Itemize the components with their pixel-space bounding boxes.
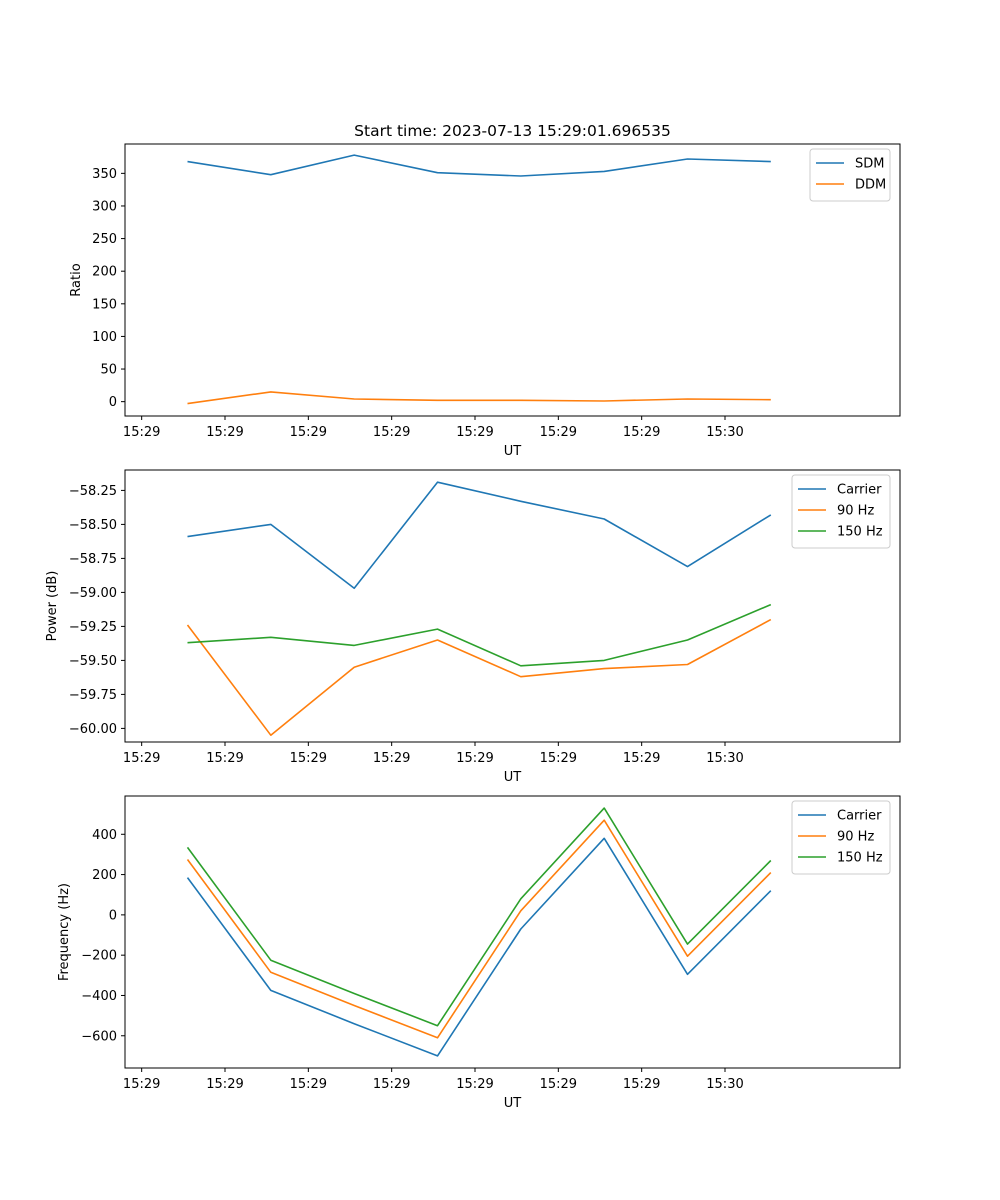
x-tick-label: 15:29 (290, 1077, 327, 1092)
y-tick-label: −59.50 (69, 654, 117, 669)
ratio-axes-frame (124, 143, 901, 417)
x-tick-label: 15:29 (206, 751, 243, 766)
y-tick-label: −200 (81, 949, 117, 964)
y-tick-label: −60.00 (69, 722, 117, 737)
series-line-carrier (186, 837, 772, 1057)
series-line-90-hz (186, 618, 772, 737)
y-tick-label: 400 (92, 828, 117, 843)
panel-power: 15:29 15:29 15:29 15:29 15:29 15:29 15:29 15:30… (45, 469, 901, 785)
legend-label: DDM (855, 178, 886, 193)
ratio-legend: SDM DDM (809, 148, 891, 202)
series-line-150-hz (186, 807, 772, 1027)
series-line-ddm (187, 391, 771, 405)
frequency-y-axis-label: Frequency (Hz) (57, 883, 72, 981)
legend-frame (809, 148, 891, 202)
y-tick-label: −59.00 (69, 586, 117, 601)
x-tick-label: 15:29 (540, 751, 577, 766)
x-tick-label: 15:29 (623, 1077, 660, 1092)
series-line-150-hz (187, 603, 772, 667)
legend-label: 90 Hz (837, 830, 874, 845)
power-axes-frame (124, 469, 901, 743)
x-tick-label: 15:29 (373, 425, 410, 440)
y-tick-label: 50 (100, 363, 117, 378)
legend-label: Carrier (837, 809, 882, 824)
x-tick-label: 15:29 (456, 1077, 493, 1092)
x-tick-label: 15:30 (706, 425, 743, 440)
x-tick-label: 15:29 (373, 751, 410, 766)
y-tick-label: 250 (92, 232, 117, 247)
legend-label: 90 Hz (837, 504, 874, 519)
series-line-90-hz (186, 819, 772, 1039)
y-tick-label: −59.25 (69, 620, 117, 635)
y-tick-label: −400 (81, 989, 117, 1004)
y-tick-label: −58.50 (69, 518, 117, 533)
x-tick-label: 15:29 (206, 1077, 243, 1092)
power-y-axis-label: Power (dB) (45, 571, 60, 642)
x-tick-label: 15:29 (123, 425, 160, 440)
ratio-y-axis-label: Ratio (69, 263, 84, 296)
series-line-sdm (187, 154, 771, 177)
x-tick-label: 15:29 (123, 751, 160, 766)
x-tick-label: 15:29 (623, 425, 660, 440)
legend-label: SDM (855, 157, 884, 172)
x-tick-label: 15:29 (290, 425, 327, 440)
ratio-x-axis-label: UT (504, 444, 522, 459)
frequency-legend: Carrier 90 Hz 150 Hz (791, 800, 891, 875)
x-tick-label: 15:29 (456, 425, 493, 440)
frequency-x-axis-label: UT (504, 1096, 522, 1111)
series-line-carrier (187, 481, 772, 590)
x-tick-label: 15:30 (706, 1077, 743, 1092)
legend-label: 150 Hz (837, 851, 883, 866)
power-x-axis-label: UT (504, 770, 522, 785)
y-tick-label: 100 (92, 330, 117, 345)
y-tick-label: −58.75 (69, 552, 117, 567)
legend-label: Carrier (837, 483, 882, 498)
y-tick-label: −600 (81, 1029, 117, 1044)
y-tick-label: 350 (92, 167, 117, 182)
x-tick-label: 15:29 (623, 751, 660, 766)
x-tick-label: 15:29 (206, 425, 243, 440)
legend-frame (791, 474, 891, 549)
y-tick-label: 200 (92, 868, 117, 883)
y-tick-label: −58.25 (69, 484, 117, 499)
power-legend: Carrier 90 Hz 150 Hz (791, 474, 891, 549)
x-tick-label: 15:29 (290, 751, 327, 766)
legend-frame (791, 800, 891, 875)
frequency-axes-frame (124, 795, 901, 1069)
panel-ratio: 15:29 15:29 15:29 15:29 15:29 15:29 15:29 15:30… (69, 143, 901, 459)
x-tick-label: 15:29 (373, 1077, 410, 1092)
y-tick-label: 150 (92, 297, 117, 312)
x-tick-label: 15:29 (456, 751, 493, 766)
y-tick-label: 0 (109, 395, 117, 410)
figure-title: Start time: 2023-07-13 15:29:01.696535 (354, 122, 671, 140)
x-tick-label: 15:29 (123, 1077, 160, 1092)
x-tick-label: 15:29 (540, 425, 577, 440)
y-tick-label: −59.75 (69, 688, 117, 703)
x-tick-label: 15:29 (540, 1077, 577, 1092)
y-tick-label: 200 (92, 265, 117, 280)
y-tick-label: 300 (92, 199, 117, 214)
legend-label: 150 Hz (837, 525, 883, 540)
x-tick-label: 15:30 (706, 751, 743, 766)
panel-frequency: 15:29 15:29 15:29 15:29 15:29 15:29 15:29 15:30… (57, 795, 901, 1111)
y-tick-label: 0 (109, 908, 117, 923)
